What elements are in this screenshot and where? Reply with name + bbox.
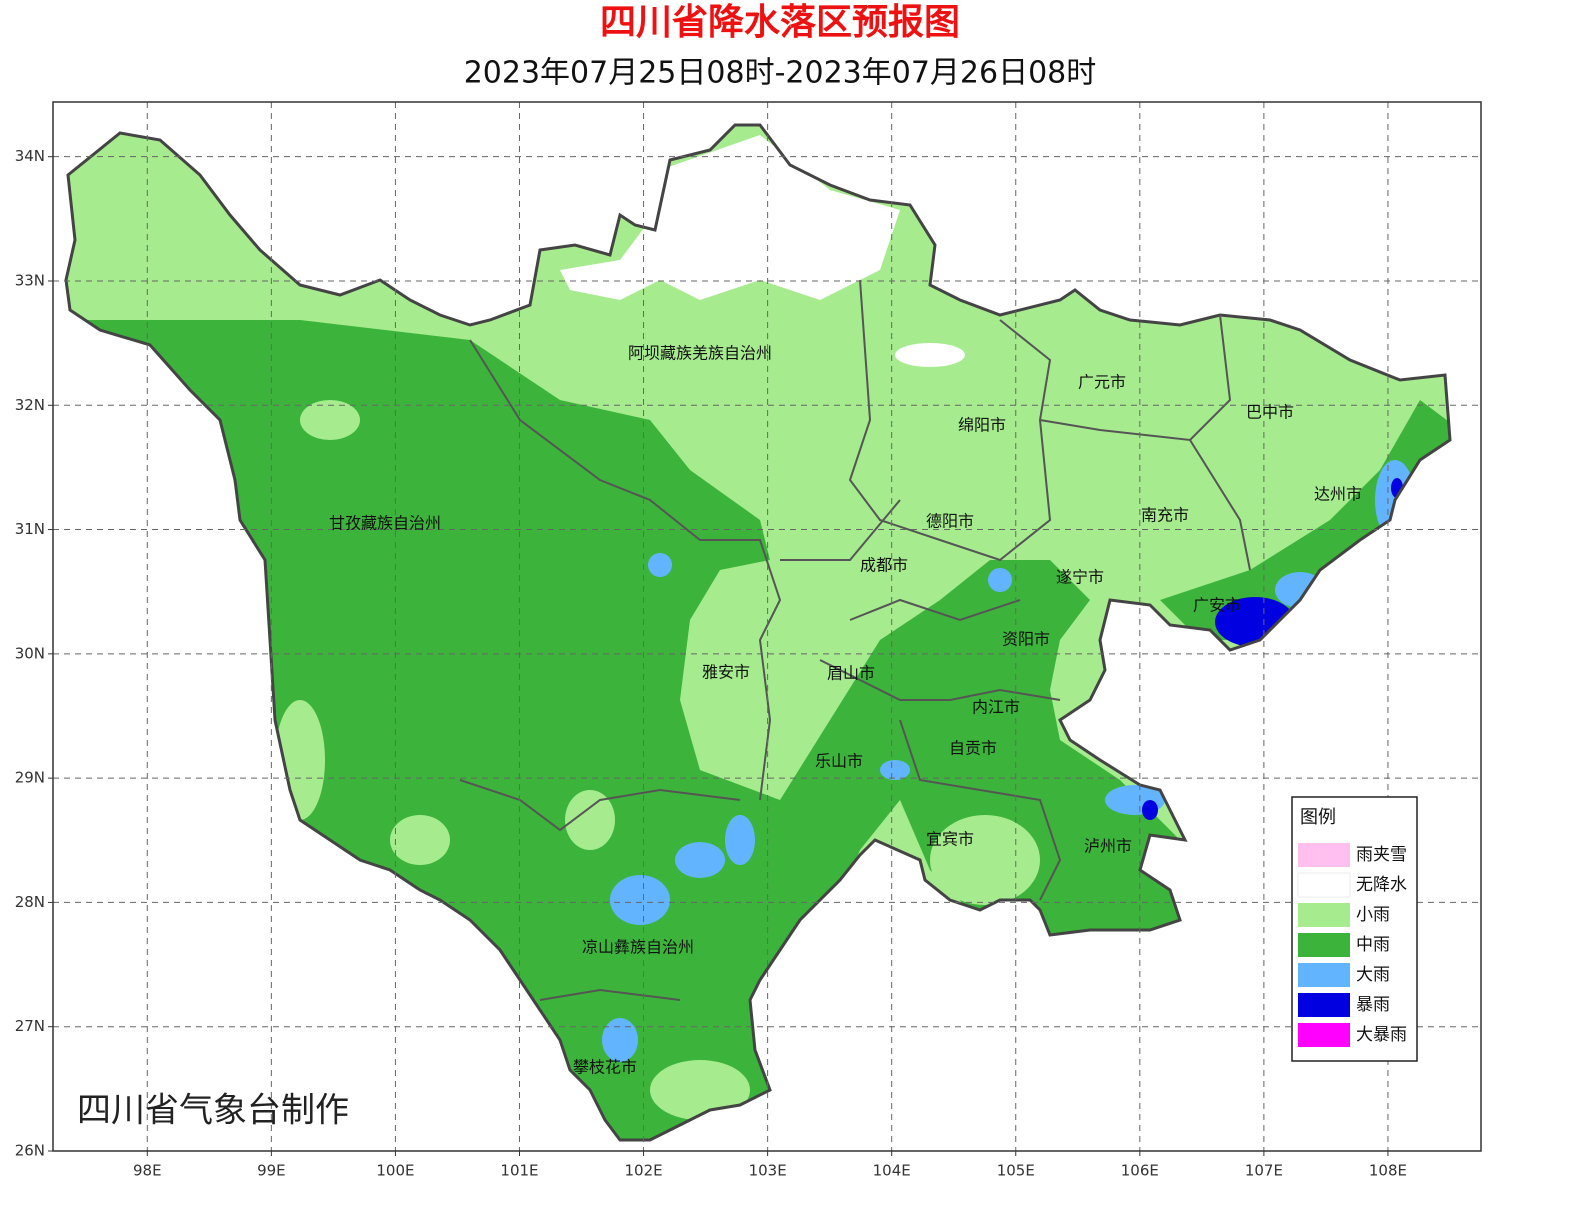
region-label: 达州市 [1314, 485, 1362, 504]
area-light-rain [565, 790, 615, 850]
lat-tick-label: 32N [15, 396, 45, 414]
region-label: 德阳市 [926, 512, 974, 531]
prefecture-borders [459, 279, 1251, 1001]
area-no-rain [895, 343, 965, 367]
lat-tick-label: 27N [15, 1017, 45, 1035]
lat-tick-label: 26N [15, 1142, 45, 1160]
region-label: 雅安市 [702, 663, 750, 682]
legend-box [1291, 796, 1418, 1062]
legend-label: 小雨 [1356, 905, 1390, 925]
region-label: 广安市 [1193, 596, 1241, 615]
area-heavy-rain [602, 1018, 638, 1062]
region-label: 乐山市 [815, 752, 863, 771]
legend-title: 图例 [1300, 807, 1336, 828]
legend-label: 无降水 [1356, 875, 1407, 895]
region-label: 南充市 [1141, 506, 1189, 525]
legend-label: 大雨 [1356, 965, 1390, 985]
legend-swatch [1297, 872, 1351, 898]
lat-tick-label: 28N [15, 893, 45, 911]
area-light-rain [930, 815, 1040, 905]
area-heavy-rain [725, 815, 755, 865]
region-label: 攀枝花市 [573, 1058, 637, 1077]
area-heavy-rain [675, 842, 725, 878]
lat-tick-label: 30N [15, 644, 45, 662]
credit: 四川省气象台制作 [77, 1091, 349, 1131]
area-heavy-rain [988, 568, 1012, 592]
region-label: 宜宾市 [926, 830, 974, 849]
lon-tick-label: 99E [257, 1162, 286, 1180]
legend-swatch [1298, 933, 1350, 957]
lon-tick-label: 98E [133, 1162, 162, 1180]
region-label: 甘孜藏族自治州 [329, 514, 441, 533]
lat-tick-label: 34N [15, 147, 45, 165]
region-label: 资阳市 [1002, 630, 1050, 649]
lon-tick-label: 102E [624, 1162, 662, 1180]
area-heavy-rain [880, 760, 910, 780]
legend-swatch [1298, 1023, 1350, 1047]
lat-tick-label: 33N [15, 271, 45, 289]
region-label: 广元市 [1078, 373, 1126, 392]
lon-tick-label: 104E [873, 1162, 911, 1180]
legend-label: 暴雨 [1356, 995, 1390, 1015]
region-label: 内江市 [972, 698, 1020, 717]
area-light-rain [390, 815, 450, 865]
lon-tick-label: 100E [376, 1162, 414, 1180]
region-label: 自贡市 [949, 739, 997, 758]
legend-swatch [1298, 903, 1350, 927]
subtitle: 2023年07月25日08时-2023年07月26日08时 [464, 56, 1097, 91]
region-label: 成都市 [860, 556, 908, 575]
lon-tick-label: 105E [997, 1162, 1035, 1180]
map-frame [52, 101, 1482, 1152]
lon-tick-label: 107E [1245, 1162, 1283, 1180]
legend-label: 雨夹雪 [1356, 845, 1407, 865]
region-label: 巴中市 [1246, 403, 1294, 422]
legend-label: 大暴雨 [1356, 1025, 1407, 1045]
legend-swatch [1298, 993, 1350, 1017]
area-moderate-rain [1160, 400, 1450, 640]
region-label: 凉山彝族自治州 [582, 938, 694, 957]
region-label: 眉山市 [827, 664, 875, 683]
area-light-rain [650, 1060, 750, 1120]
region-label: 绵阳市 [958, 416, 1006, 435]
legend-swatch [1298, 963, 1350, 987]
legend-swatch [1298, 843, 1350, 867]
lon-tick-label: 103E [749, 1162, 787, 1180]
title: 四川省降水落区预报图 [600, 2, 960, 43]
lon-tick-label: 108E [1369, 1162, 1407, 1180]
region-label: 泸州市 [1084, 837, 1132, 856]
region-label: 遂宁市 [1056, 568, 1104, 587]
legend-label: 中雨 [1356, 935, 1390, 955]
region-label: 阿坝藏族羌族自治州 [628, 344, 772, 363]
area-heavy-rain [610, 875, 670, 925]
area-rainstorm [1142, 800, 1158, 820]
lon-tick-label: 106E [1121, 1162, 1159, 1180]
lon-tick-label: 101E [500, 1162, 538, 1180]
area-light-rain [300, 400, 360, 440]
lat-tick-label: 29N [15, 769, 45, 787]
area-heavy-rain [648, 553, 672, 577]
lat-tick-label: 31N [15, 520, 45, 538]
area-no-rain [560, 135, 900, 300]
